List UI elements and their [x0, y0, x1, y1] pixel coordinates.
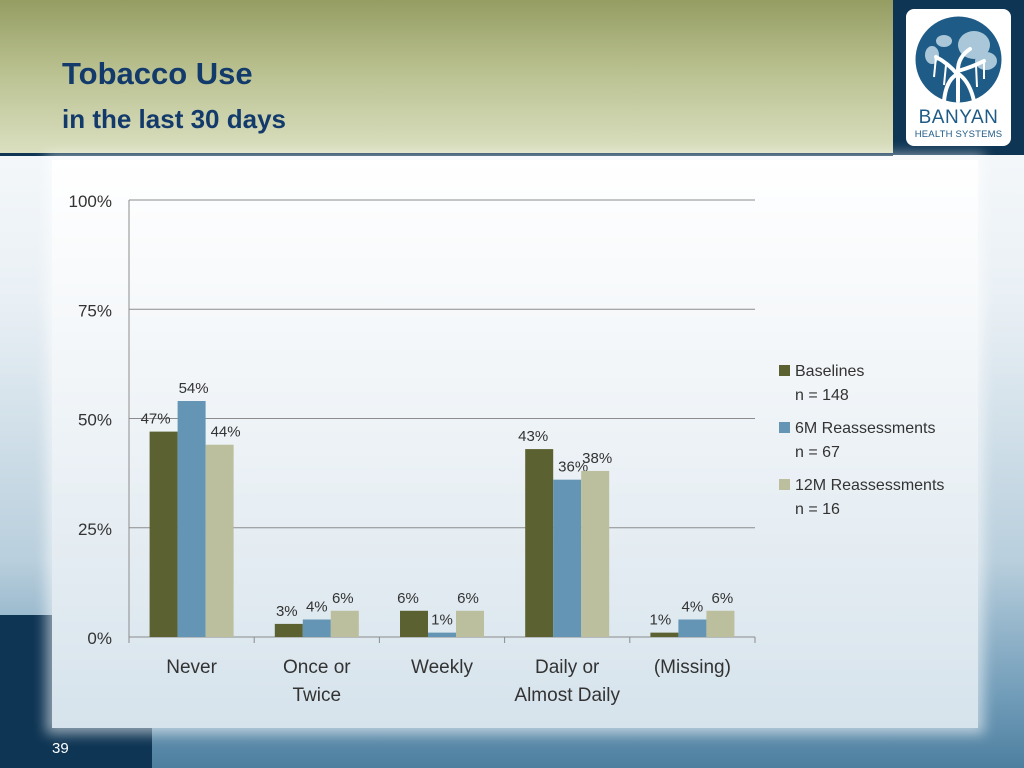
y-tick-label: 0%	[87, 629, 112, 648]
x-tick-label: Twice	[293, 685, 342, 706]
x-tick-label: Almost Daily	[514, 685, 620, 706]
legend-label: Baselines	[795, 363, 864, 380]
legend-label: 12M Reassessments	[795, 477, 944, 494]
bar	[400, 610, 428, 637]
slide-title: Tobacco Use	[62, 56, 253, 91]
data-label: 3%	[276, 603, 298, 620]
data-label: 6%	[457, 590, 479, 607]
data-label: 4%	[682, 599, 704, 616]
data-label: 6%	[332, 590, 354, 607]
bar	[149, 431, 178, 637]
legend-label: 6M Reassessments	[795, 420, 936, 437]
y-tick-label: 25%	[78, 520, 112, 539]
legend-label: n = 67	[795, 444, 840, 461]
legend-label: n = 148	[795, 387, 849, 404]
data-label: 47%	[141, 411, 171, 428]
bar	[205, 444, 234, 637]
bar-chart: 0% 25% 50% 75% 100% Never Once or Twice Weekly Da…	[69, 192, 945, 706]
x-tick-label: Once or	[283, 657, 351, 678]
bar	[706, 610, 735, 637]
page-number: 39	[52, 740, 69, 757]
data-label: 43%	[518, 428, 548, 445]
bar	[274, 623, 303, 637]
data-label: 4%	[306, 599, 328, 616]
data-label: 1%	[650, 612, 672, 629]
slide-subtitle: in the last 30 days	[62, 104, 286, 134]
data-label: 6%	[712, 590, 734, 607]
legend-swatch	[779, 422, 790, 433]
bar	[678, 619, 707, 637]
bar	[177, 401, 206, 637]
header-banner: Tobacco Use in the last 30 days	[0, 0, 893, 155]
data-label: 54%	[179, 380, 209, 397]
x-tick-label: Weekly	[411, 657, 473, 678]
x-tick-label: Never	[166, 657, 217, 678]
data-label: 6%	[397, 590, 419, 607]
bar	[302, 619, 331, 637]
data-label: 44%	[211, 424, 241, 441]
bar	[456, 610, 484, 637]
data-label: 1%	[431, 612, 453, 629]
legend-swatch	[779, 479, 790, 490]
banyan-logo: BANYAN HEALTH SYSTEMS	[906, 9, 1011, 146]
y-tick-label: 75%	[78, 301, 112, 320]
bar	[525, 449, 554, 637]
bar	[581, 470, 610, 637]
chart-panel: 0% 25% 50% 75% 100% Never Once or Twice Weekly Da…	[52, 160, 978, 728]
banyan-tree-icon	[915, 16, 1002, 103]
bar	[428, 632, 456, 637]
data-label: 38%	[582, 450, 612, 467]
y-tick-label: 100%	[69, 192, 112, 211]
bar	[330, 610, 359, 637]
y-tick-label: 50%	[78, 411, 112, 430]
legend-swatch	[779, 365, 790, 376]
logo-tagline: HEALTH SYSTEMS	[914, 129, 1003, 140]
bar	[553, 479, 582, 637]
data-label: 36%	[558, 459, 588, 476]
x-tick-label: Daily or	[535, 657, 600, 678]
bar	[650, 632, 679, 637]
x-tick-label: (Missing)	[654, 657, 731, 678]
legend-label: n = 16	[795, 501, 840, 518]
logo-name: BANYAN	[918, 107, 999, 128]
header-divider	[0, 153, 893, 156]
